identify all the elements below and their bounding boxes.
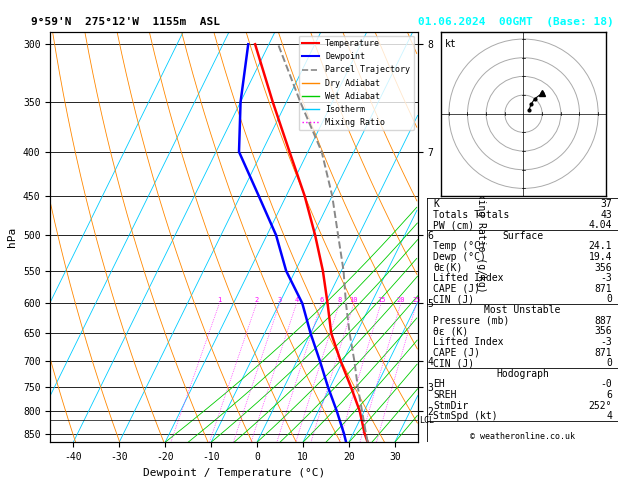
Text: CAPE (J): CAPE (J) [433,284,480,294]
Text: Surface: Surface [502,231,543,241]
Text: Hodograph: Hodograph [496,369,549,379]
Text: 252°: 252° [589,400,612,411]
Text: EH: EH [433,380,445,389]
Text: 2: 2 [255,297,259,303]
Text: 4: 4 [606,411,612,421]
Text: 20: 20 [396,297,405,303]
Text: 887: 887 [594,316,612,326]
Text: 6: 6 [319,297,323,303]
Text: Pressure (mb): Pressure (mb) [433,316,509,326]
Text: LCL: LCL [419,416,434,425]
Text: 0: 0 [606,358,612,368]
Text: 10: 10 [350,297,358,303]
Text: StmSpd (kt): StmSpd (kt) [433,411,498,421]
Text: CIN (J): CIN (J) [433,358,474,368]
Text: CAPE (J): CAPE (J) [433,347,480,358]
Text: 15: 15 [377,297,385,303]
Text: 43: 43 [600,209,612,220]
X-axis label: Dewpoint / Temperature (°C): Dewpoint / Temperature (°C) [143,468,325,478]
Text: 19.4: 19.4 [589,252,612,262]
Text: PW (cm): PW (cm) [433,220,474,230]
Y-axis label: hPa: hPa [8,227,18,247]
Text: Lifted Index: Lifted Index [433,337,504,347]
Text: 37: 37 [600,199,612,209]
Text: CIN (J): CIN (J) [433,295,474,305]
Text: 356: 356 [594,262,612,273]
Text: 9°59'N  275°12'W  1155m  ASL: 9°59'N 275°12'W 1155m ASL [31,17,220,27]
Text: 871: 871 [594,284,612,294]
Text: kt: kt [445,39,457,49]
Text: 6: 6 [606,390,612,400]
Text: Totals Totals: Totals Totals [433,209,509,220]
Legend: Temperature, Dewpoint, Parcel Trajectory, Dry Adiabat, Wet Adiabat, Isotherm, Mi: Temperature, Dewpoint, Parcel Trajectory… [299,36,414,130]
Text: K: K [433,199,439,209]
Text: Lifted Index: Lifted Index [433,273,504,283]
Text: Temp (°C): Temp (°C) [433,242,486,251]
Text: 0: 0 [606,295,612,305]
Text: 8: 8 [337,297,342,303]
Text: 356: 356 [594,326,612,336]
Text: Dewp (°C): Dewp (°C) [433,252,486,262]
Text: θε(K): θε(K) [433,262,462,273]
Text: © weatheronline.co.uk: © weatheronline.co.uk [470,433,575,441]
Text: 1: 1 [217,297,221,303]
Text: 01.06.2024  00GMT  (Base: 18): 01.06.2024 00GMT (Base: 18) [418,17,614,27]
Text: -0: -0 [600,380,612,389]
Text: 25: 25 [412,297,421,303]
Text: 871: 871 [594,347,612,358]
Text: 3: 3 [277,297,282,303]
Text: 24.1: 24.1 [589,242,612,251]
Text: -3: -3 [600,337,612,347]
Text: -3: -3 [600,273,612,283]
Text: θε (K): θε (K) [433,326,469,336]
Text: 4: 4 [294,297,299,303]
Text: SREH: SREH [433,390,457,400]
Text: 4.04: 4.04 [589,220,612,230]
Text: StmDir: StmDir [433,400,469,411]
Text: Most Unstable: Most Unstable [484,305,560,315]
Y-axis label: Mixing Ratio (g/kg): Mixing Ratio (g/kg) [476,181,486,293]
